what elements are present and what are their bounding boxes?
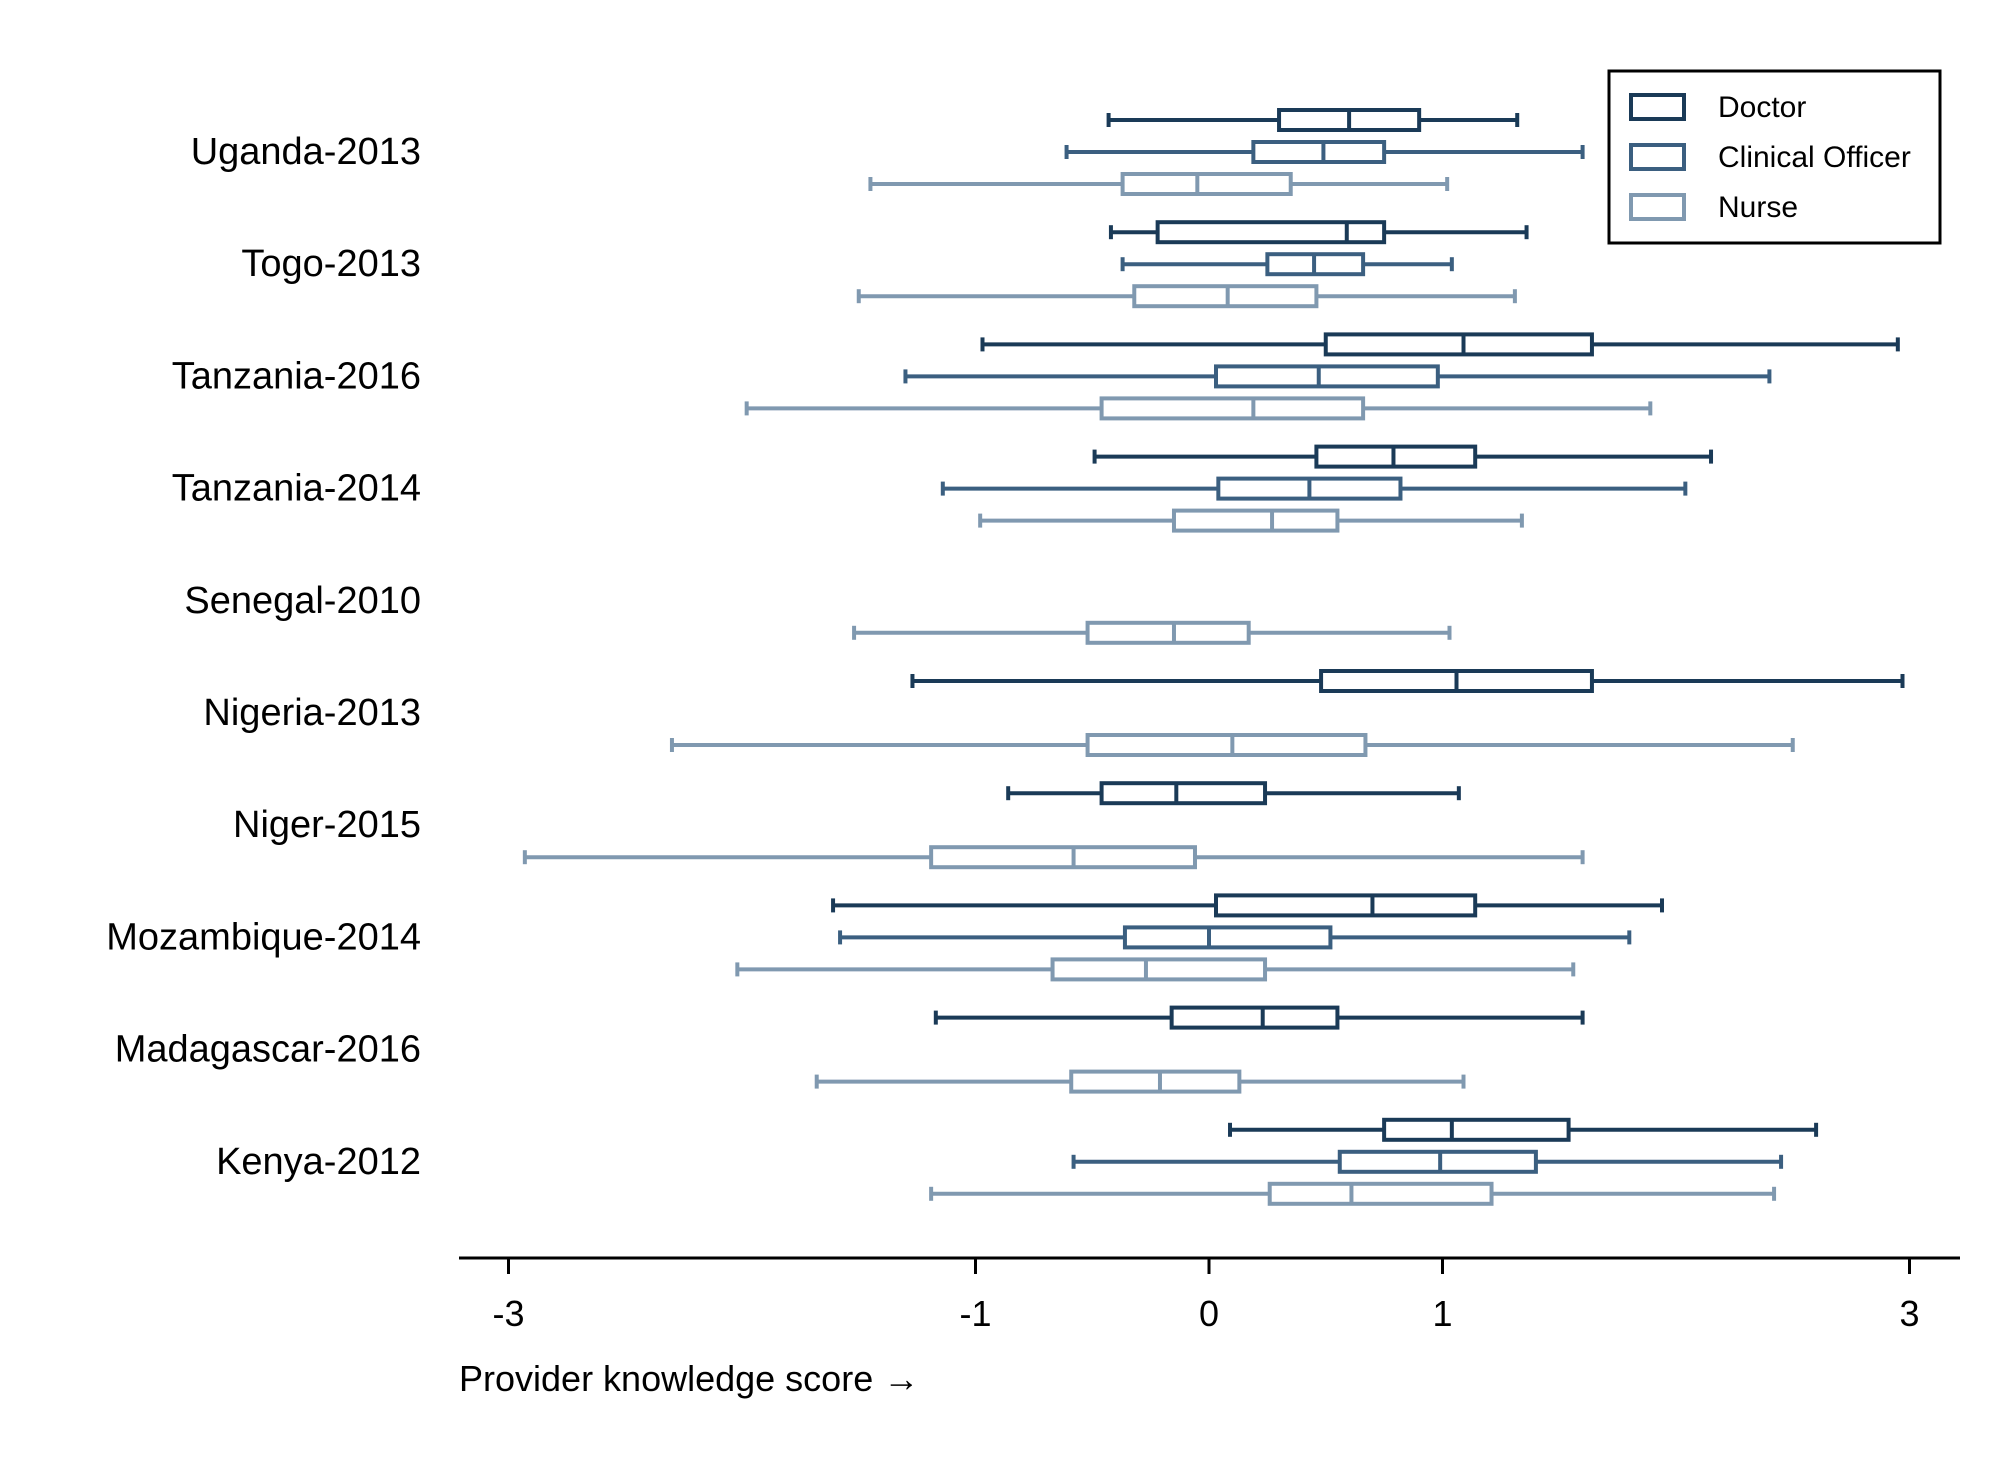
iqr-box — [1122, 925, 1333, 950]
legend-swatch — [1629, 143, 1686, 171]
box-plot — [744, 396, 1653, 421]
legend-swatch — [1629, 193, 1686, 221]
iqr-box — [1323, 332, 1594, 357]
x-tick-label: -1 — [959, 1293, 991, 1334]
box-plot — [522, 845, 1585, 870]
x-tick-label: 3 — [1899, 1293, 1919, 1334]
y-tick-label: Madagascar-2016 — [115, 1029, 421, 1071]
x-tick-label: -3 — [492, 1293, 524, 1334]
iqr-box — [1251, 140, 1387, 164]
x-axis-label: Provider knowledge score → — [459, 1358, 919, 1399]
box-plot — [838, 925, 1632, 950]
box-plot — [933, 1005, 1585, 1030]
country-group: Mozambique-2014 — [106, 893, 1664, 982]
country-group: Tanzania-2014 — [172, 444, 1714, 533]
y-tick-label: Tanzania-2014 — [172, 468, 421, 510]
y-tick-label: Mozambique-2014 — [106, 916, 421, 958]
x-axis: -3 -1 0 1 3 — [459, 1256, 1960, 1334]
iqr-box — [1337, 1149, 1538, 1174]
iqr-box — [1214, 893, 1478, 918]
iqr-box — [929, 845, 1197, 870]
box-plot — [1106, 108, 1520, 132]
box-plot — [669, 733, 1795, 757]
legend-label: Clinical Officer — [1718, 141, 1911, 174]
iqr-box — [1169, 1005, 1340, 1030]
legend-label: Doctor — [1718, 91, 1806, 124]
y-tick-label: Togo-2013 — [241, 243, 421, 285]
country-group: Kenya-2012 — [216, 1117, 1819, 1206]
y-tick-label: Tanzania-2016 — [172, 355, 421, 397]
box-plot — [735, 957, 1576, 982]
box-plot — [929, 1181, 1777, 1206]
iqr-box — [1099, 781, 1268, 806]
iqr-box — [1171, 508, 1340, 533]
iqr-box — [1214, 364, 1440, 389]
iqr-box — [1267, 1181, 1494, 1206]
country-group: Senegal-2010 — [184, 580, 1452, 645]
iqr-box — [1085, 733, 1368, 757]
x-tick-label: 1 — [1432, 1293, 1452, 1334]
legend-label: Nurse — [1718, 191, 1798, 224]
box-plot — [868, 172, 1450, 196]
country-group: Madagascar-2016 — [115, 1005, 1585, 1094]
iqr-box — [1132, 284, 1319, 309]
box-plot — [940, 476, 1688, 501]
iqr-box — [1120, 172, 1293, 196]
iqr-box — [1382, 1117, 1571, 1142]
iqr-box — [1085, 620, 1251, 645]
country-group: Nigeria-2013 — [203, 669, 1905, 757]
country-group: Uganda-2013 — [191, 108, 1585, 196]
box-plot — [1108, 220, 1529, 245]
box-plot — [1228, 1117, 1819, 1142]
box-plot — [814, 1069, 1466, 1094]
box-plot — [1092, 444, 1714, 469]
iqr-box — [1099, 396, 1366, 421]
box-plot — [978, 508, 1524, 533]
legend-swatch — [1629, 93, 1686, 121]
x-tick-label: 0 — [1199, 1293, 1219, 1334]
iqr-box — [1050, 957, 1268, 982]
country-group: Togo-2013 — [241, 220, 1529, 309]
iqr-box — [1155, 220, 1387, 245]
box-plot — [1064, 140, 1585, 164]
box-plot — [910, 669, 1905, 693]
y-tick-label: Kenya-2012 — [216, 1141, 421, 1183]
box-plot — [980, 332, 1900, 357]
legend: Doctor Clinical Officer Nurse — [1607, 69, 1942, 245]
y-tick-label: Uganda-2013 — [191, 131, 421, 173]
box-plot — [1006, 781, 1461, 806]
chart-rows: Uganda-2013 Togo-2013 Tanzania-2016 Tanzani… — [106, 108, 1905, 1206]
iqr-box — [1314, 444, 1478, 469]
box-plot — [831, 893, 1664, 918]
country-group: Tanzania-2016 — [172, 332, 1900, 421]
box-plot — [856, 284, 1517, 309]
box-plot — [903, 364, 1772, 389]
box-plot — [1071, 1149, 1784, 1174]
y-tick-label: Nigeria-2013 — [203, 692, 421, 734]
box-plot — [852, 620, 1452, 645]
iqr-box — [1069, 1069, 1242, 1094]
country-group: Niger-2015 — [233, 781, 1585, 870]
y-tick-label: Senegal-2010 — [184, 580, 421, 622]
box-plot — [1120, 252, 1454, 277]
y-tick-label: Niger-2015 — [233, 804, 421, 846]
